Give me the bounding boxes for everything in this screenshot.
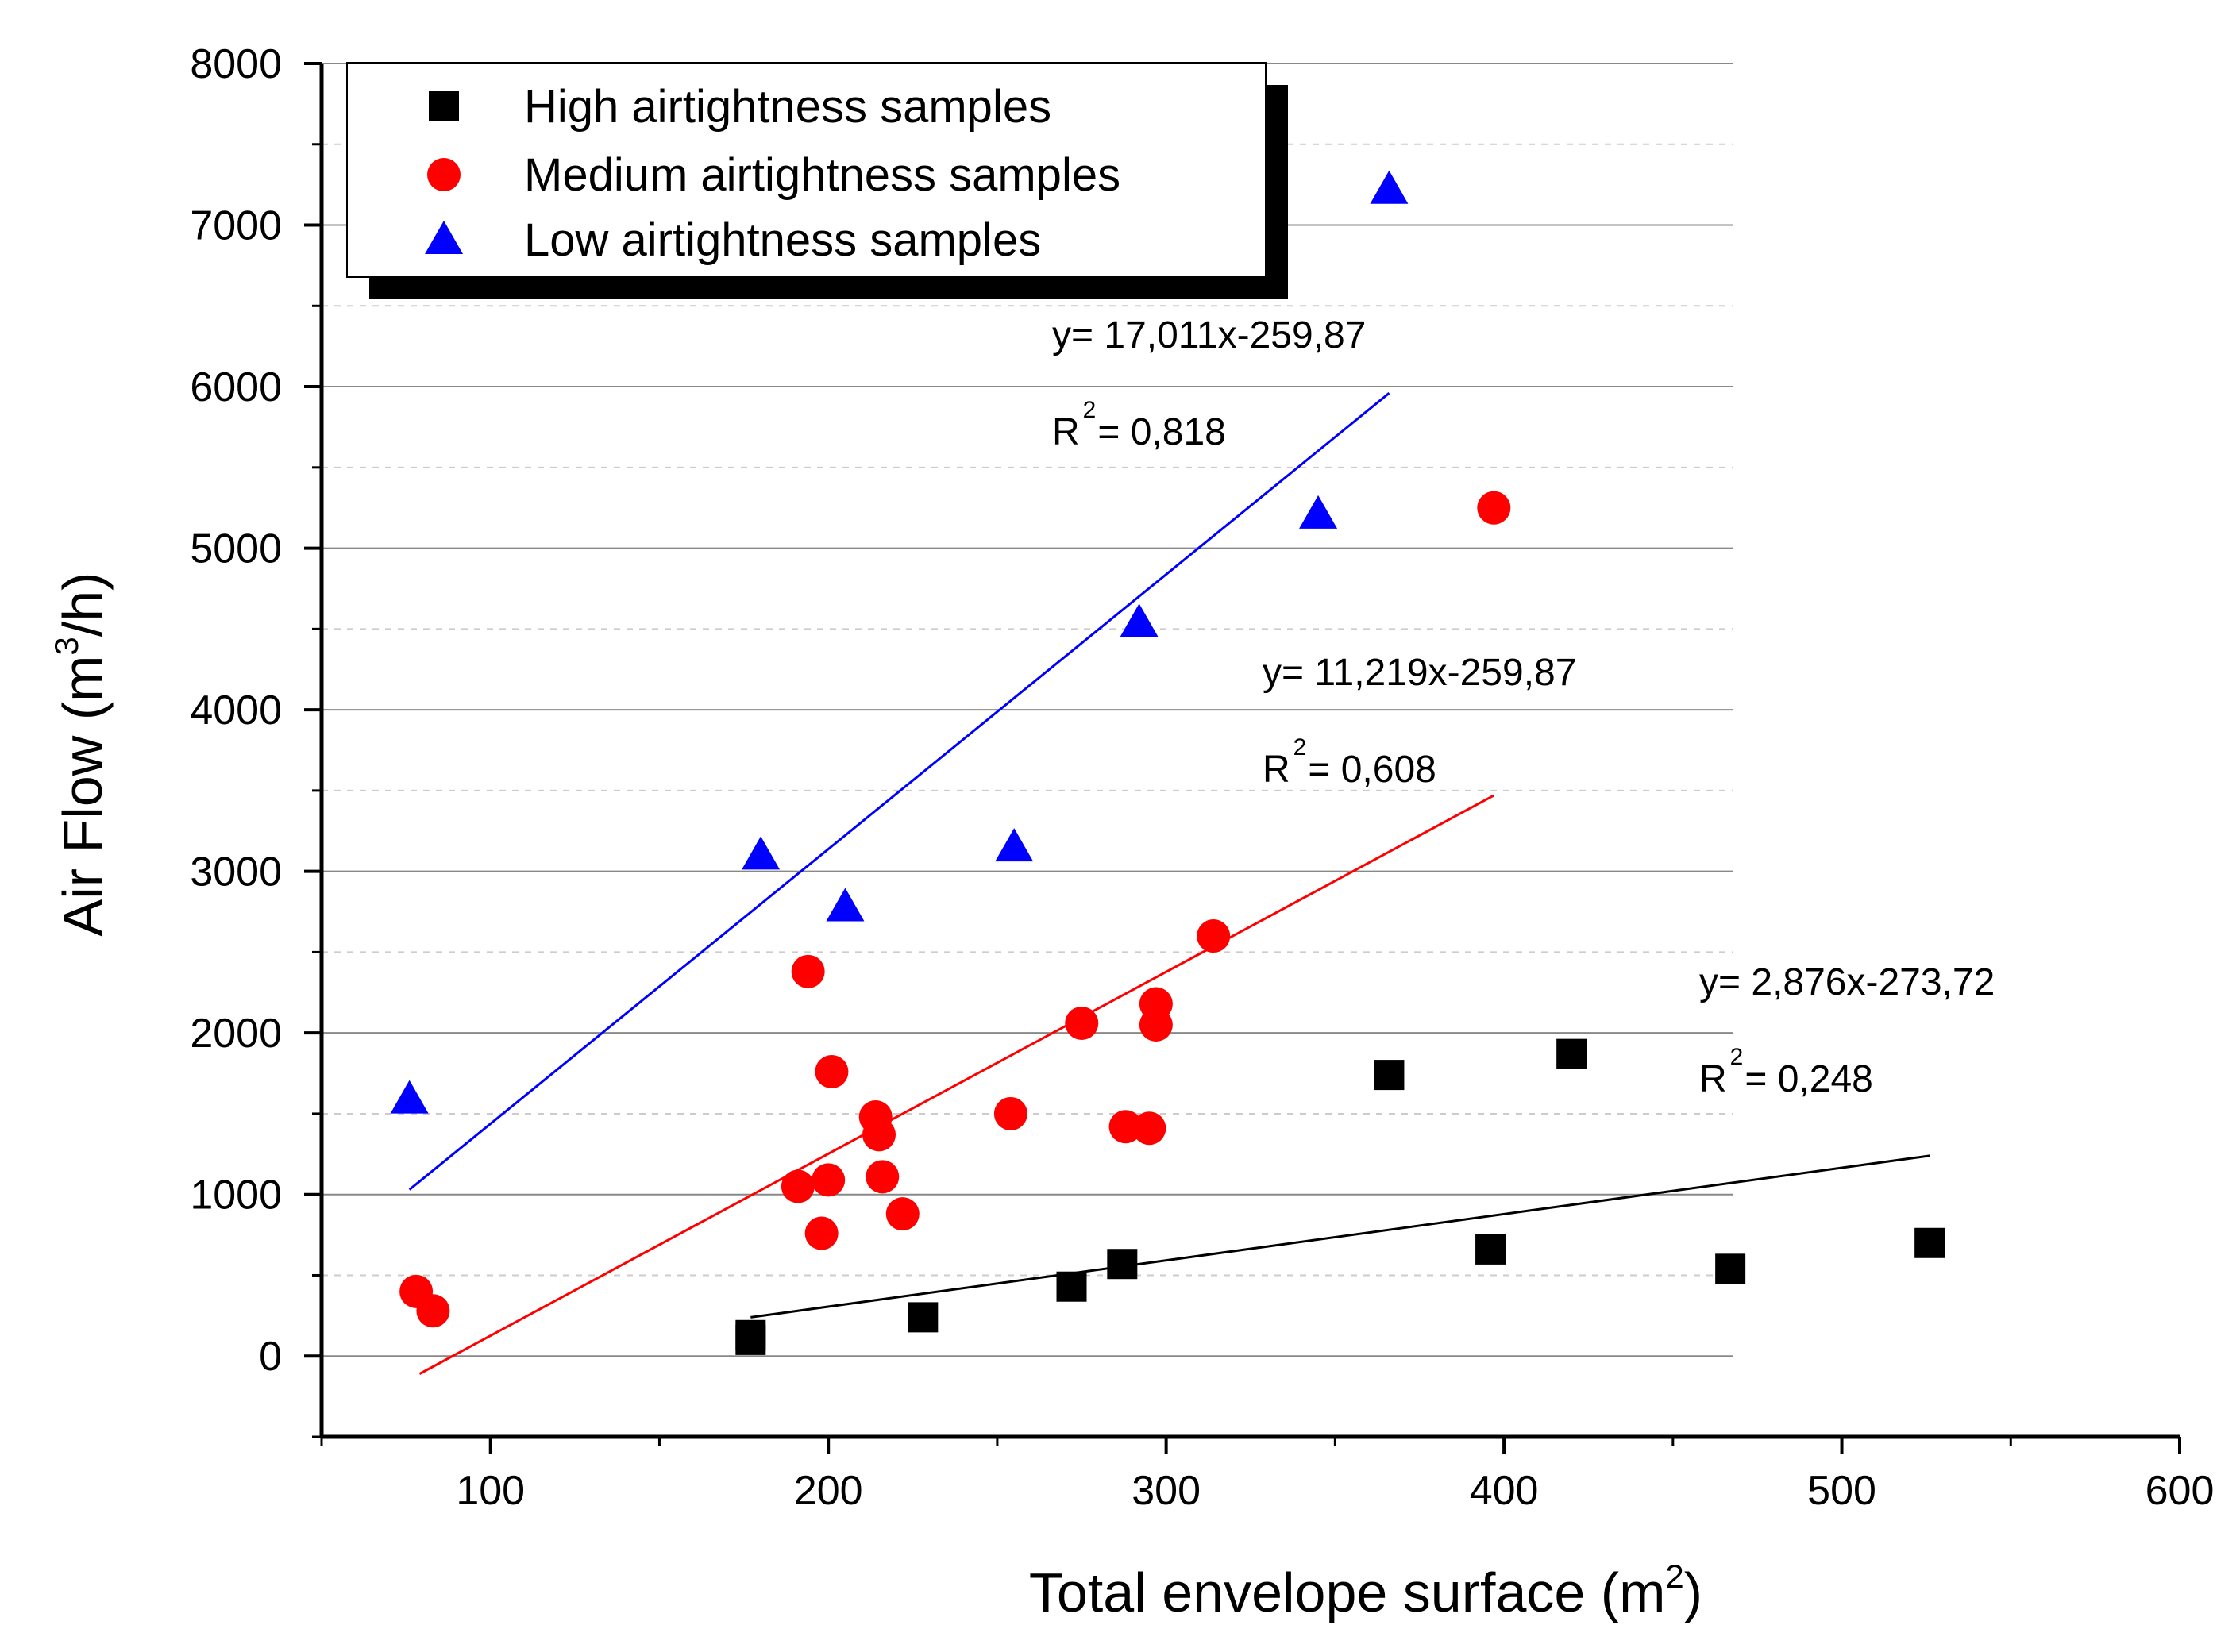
legend-box	[346, 62, 1267, 278]
legend-label-medium: Medium airtightness samples	[524, 149, 1120, 201]
high-fit-equation: y= 2,876x-273,72	[1699, 961, 1995, 1003]
x-tick-label: 300	[1132, 1468, 1201, 1514]
low-airtightness-point	[995, 828, 1034, 862]
legend-label-low: Low airtightness samples	[524, 214, 1041, 266]
medium-airtightness-point	[815, 1055, 849, 1089]
low-airtightness-point	[826, 888, 865, 922]
x-axis-title: Total envelope surface (m2)	[1029, 1558, 1702, 1623]
medium-airtightness-point	[781, 1169, 815, 1203]
high-airtightness-point	[735, 1319, 766, 1350]
low-airtightness-point	[390, 1080, 429, 1114]
high-airtightness-point	[908, 1302, 939, 1333]
axis-ticks: 0 1000 2000 3000 4000 5000 6000 7000 8000 100 200 3…	[190, 41, 2214, 1514]
x-tick-label: 400	[1470, 1468, 1539, 1514]
y-tick-label: 8000	[190, 41, 282, 87]
low-airtightness-point	[1370, 170, 1409, 204]
y-tick-label: 4000	[190, 687, 282, 734]
low-airtightness-point	[1299, 495, 1338, 529]
x-tick-label: 600	[2146, 1468, 2215, 1514]
low-fit-equation: y= 17,011x-259,87	[1052, 314, 1366, 356]
y-tick-label: 0	[259, 1334, 282, 1380]
medium-airtightness-point	[804, 1216, 839, 1250]
medium-airtightness-point	[1065, 1006, 1099, 1040]
medium-airtightness-point	[1197, 919, 1231, 953]
high-airtightness-point	[1556, 1038, 1587, 1069]
legend-label-high: High airtightness samples	[524, 81, 1051, 133]
medium-fit-r2: R2= 0,608	[1263, 734, 1436, 791]
equation-annotations: y= 17,011x-259,87 R2= 0,818 y= 11,219x-2…	[1052, 314, 1995, 1100]
medium-airtightness-point	[1108, 1110, 1143, 1144]
y-tick-label: 7000	[190, 203, 282, 249]
low-airtightness-point	[1120, 603, 1159, 637]
high-airtightness-point	[1107, 1249, 1138, 1280]
y-tick-label: 5000	[190, 526, 282, 572]
high-airtightness-point	[1056, 1271, 1087, 1302]
y-tick-label: 1000	[190, 1173, 282, 1219]
medium-fit-equation: y= 11,219x-259,87	[1263, 652, 1576, 694]
medium-fit-line	[418, 794, 1495, 1375]
medium-airtightness-point	[866, 1160, 900, 1194]
data-points	[390, 170, 1945, 1355]
x-tick-label: 100	[456, 1468, 525, 1514]
medium-airtightness-point	[1139, 987, 1173, 1021]
regression-lines	[408, 392, 1930, 1375]
legend-marker-circle	[427, 158, 461, 191]
high-airtightness-point	[1475, 1234, 1506, 1265]
y-tick-label: 2000	[190, 1011, 282, 1057]
high-airtightness-point	[1374, 1060, 1405, 1091]
x-tick-label: 500	[1807, 1468, 1876, 1514]
low-airtightness-point	[742, 836, 781, 870]
y-tick-label: 3000	[190, 849, 282, 895]
y-axis-title: Air Flow (m3/h)	[48, 572, 114, 937]
high-fit-line	[750, 1154, 1930, 1319]
medium-airtightness-point	[416, 1294, 450, 1328]
medium-airtightness-point	[1477, 491, 1511, 525]
medium-airtightness-point	[993, 1096, 1027, 1130]
high-fit-r2: R2= 0,248	[1699, 1044, 1873, 1100]
axes	[319, 64, 2180, 1439]
legend: High airtightness samples Medium airtigh…	[346, 62, 1288, 299]
x-tick-label: 200	[794, 1468, 863, 1514]
medium-airtightness-point	[885, 1197, 920, 1231]
high-airtightness-point	[1914, 1227, 1945, 1258]
low-fit-r2: R2= 0,818	[1052, 397, 1226, 453]
low-fit-line	[408, 392, 1390, 1191]
high-airtightness-point	[1715, 1253, 1746, 1284]
legend-marker-triangle	[425, 221, 463, 254]
medium-airtightness-point	[862, 1118, 896, 1152]
medium-airtightness-point	[791, 954, 825, 988]
y-tick-label: 6000	[190, 364, 282, 410]
medium-airtightness-point	[812, 1163, 846, 1197]
medium-airtightness-point	[1132, 1111, 1166, 1146]
legend-marker-square	[429, 91, 459, 121]
